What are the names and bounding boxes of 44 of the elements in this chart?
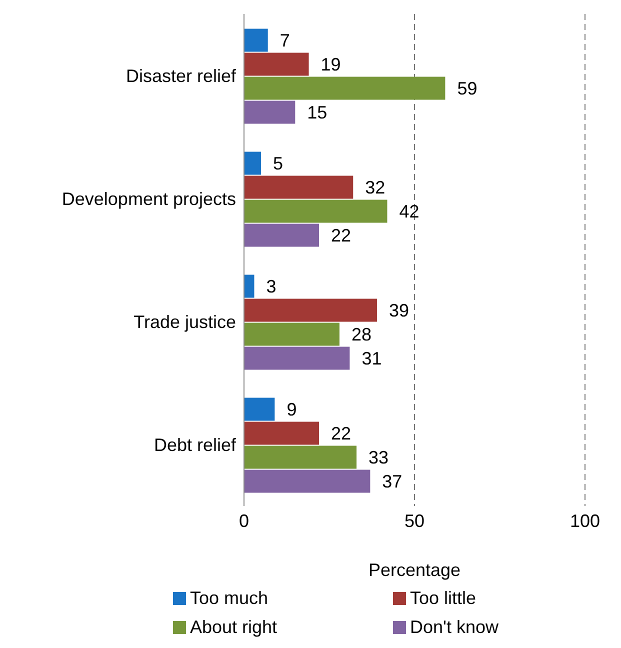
data-label: 28 (351, 324, 372, 345)
x-axis-title: Percentage (368, 560, 461, 580)
data-label: 7 (280, 30, 290, 51)
y-tick-label: Trade justice (134, 312, 236, 332)
bar (244, 346, 350, 370)
bar (244, 76, 446, 100)
data-label: 33 (368, 448, 389, 468)
bar (244, 152, 262, 175)
data-label: 9 (286, 400, 297, 420)
data-label: 19 (320, 54, 341, 75)
data-label: 5 (273, 154, 284, 174)
data-label: 37 (382, 472, 402, 492)
bar (244, 52, 309, 76)
bar (244, 298, 377, 322)
legend-label: Don't know (410, 617, 498, 638)
data-label: 22 (331, 424, 352, 444)
data-label: 32 (365, 178, 386, 198)
data-label: 15 (307, 102, 328, 123)
bar (244, 274, 254, 298)
bar (244, 100, 296, 124)
x-tick-label: 0 (238, 510, 250, 531)
bar (244, 422, 320, 445)
bar (244, 322, 340, 346)
y-tick-label: Development projects (62, 188, 236, 209)
bar (244, 470, 370, 493)
bar (244, 176, 354, 199)
x-tick-label: 50 (404, 510, 425, 531)
data-label: 3 (266, 276, 276, 297)
legend-label: Too much (190, 588, 268, 609)
legend-label: Too little (410, 588, 476, 609)
data-label: 42 (399, 202, 420, 222)
data-label: 39 (388, 300, 410, 321)
bar (244, 446, 357, 469)
y-tick-label: Debt relief (154, 434, 237, 455)
bar (244, 398, 275, 421)
bar (244, 224, 320, 247)
bar (244, 28, 268, 52)
data-label: 31 (362, 348, 382, 369)
data-label: 59 (457, 78, 478, 99)
data-label: 22 (331, 226, 352, 246)
legend-label: About right (190, 617, 278, 638)
y-tick-label: Disaster relief (126, 66, 237, 86)
x-tick-label: 100 (570, 510, 600, 531)
bar (244, 200, 388, 223)
